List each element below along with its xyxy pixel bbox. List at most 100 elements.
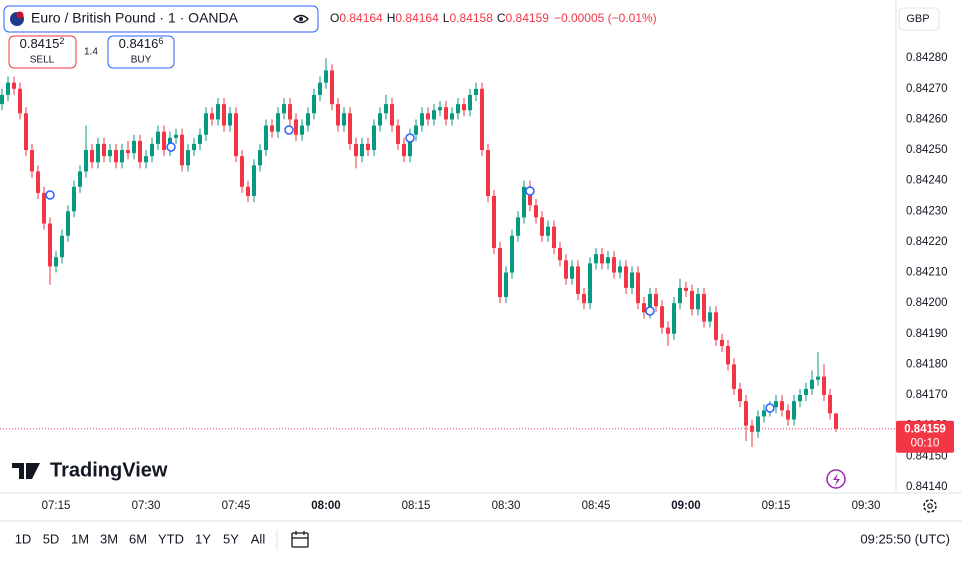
candle-body xyxy=(198,134,202,144)
candle-body xyxy=(240,156,244,187)
x-tick-label: 08:45 xyxy=(582,500,611,512)
settings-button[interactable] xyxy=(923,499,937,513)
logo-text[interactable]: TradingView xyxy=(50,459,168,481)
candle-body xyxy=(486,150,490,196)
event-marker[interactable] xyxy=(45,190,55,200)
candle-body xyxy=(222,104,226,126)
candle-body xyxy=(420,113,424,126)
candle-body xyxy=(300,125,304,135)
candle-body xyxy=(594,254,598,264)
candle-body xyxy=(72,186,76,212)
lightning-button[interactable] xyxy=(826,469,846,489)
candle-body xyxy=(468,94,472,111)
candle-body xyxy=(480,88,484,151)
open-label: O xyxy=(330,11,339,25)
y-tick-label: 0.84170 xyxy=(906,389,948,401)
timeframe-button[interactable]: 6M xyxy=(129,531,147,546)
candle-body xyxy=(654,293,658,307)
candle-body xyxy=(600,254,604,264)
candle-body xyxy=(624,266,628,288)
x-tick-label: 09:15 xyxy=(762,500,791,512)
candle-body xyxy=(702,293,706,322)
candle-body xyxy=(504,272,508,298)
candle-body xyxy=(18,88,22,114)
currency[interactable]: GBP xyxy=(906,13,929,25)
candle-body xyxy=(24,113,28,151)
candle-body xyxy=(216,104,220,120)
event-marker[interactable] xyxy=(645,306,655,316)
date-range-button[interactable] xyxy=(291,531,309,548)
timeframe-button[interactable]: 5Y xyxy=(223,531,239,546)
hide-icon[interactable] xyxy=(293,14,309,24)
candle-body xyxy=(462,104,466,111)
timeframe-button[interactable]: YTD xyxy=(158,531,184,546)
candle-body xyxy=(6,82,10,95)
timeframe-bar: 1D 5D 1M 3M 6M YTD 1Y 5Y All xyxy=(15,531,266,546)
low-value: 0.84158 xyxy=(449,11,493,25)
event-markers xyxy=(45,125,775,413)
candle-body xyxy=(402,143,406,157)
buy-label[interactable]: BUY xyxy=(131,55,152,66)
buy-button[interactable] xyxy=(107,35,175,69)
sell-price[interactable]: 0.84152 xyxy=(20,36,65,51)
candle-body xyxy=(12,82,16,89)
candle-body xyxy=(54,257,58,267)
y-tick-label: 0.84200 xyxy=(906,297,948,309)
candle-body xyxy=(384,104,388,114)
candle-body xyxy=(132,140,136,154)
timeframe-button[interactable]: 1Y xyxy=(195,531,211,546)
candle-body xyxy=(786,410,790,420)
event-marker[interactable] xyxy=(405,133,415,143)
candle-body xyxy=(552,226,556,249)
timeframe-button[interactable]: All xyxy=(251,531,266,546)
buy-price[interactable]: 0.84166 xyxy=(119,36,164,51)
open-value: 0.84164 xyxy=(339,11,383,25)
candle-body xyxy=(318,82,322,95)
timeframe-button[interactable]: 3M xyxy=(100,531,118,546)
symbol-box[interactable] xyxy=(3,5,319,33)
y-tick-label: 0.84240 xyxy=(906,175,948,187)
candle-body xyxy=(762,410,766,417)
event-marker[interactable] xyxy=(166,142,176,152)
timeframe-button[interactable]: 5D xyxy=(43,531,60,546)
y-tick-label: 0.84180 xyxy=(906,358,948,370)
last-price-label: 0.84159 xyxy=(904,424,946,436)
candle-body xyxy=(618,266,622,273)
candle-body xyxy=(792,401,796,420)
clock[interactable]: 09:25:50 (UTC) xyxy=(860,531,950,546)
timeframe-button[interactable]: 1D xyxy=(15,531,32,546)
candle-body xyxy=(714,312,718,340)
candle-body xyxy=(672,303,676,334)
event-marker[interactable] xyxy=(284,125,294,135)
ohlc-legend: O0.84164 H0.84164 L0.84158 C0.84159 −0.00005… xyxy=(330,11,657,25)
candle-body xyxy=(606,257,610,264)
flag-icon-part xyxy=(16,11,24,19)
candle-body xyxy=(120,150,124,163)
event-marker[interactable] xyxy=(525,186,535,196)
candle-body xyxy=(144,156,148,163)
event-marker[interactable] xyxy=(765,403,775,413)
candle-body xyxy=(342,113,346,126)
logo[interactable]: TradingView xyxy=(12,459,168,481)
candle-body xyxy=(834,413,838,429)
candle-body xyxy=(414,125,418,135)
candle-body xyxy=(804,388,808,396)
sell-button[interactable] xyxy=(8,35,77,69)
timeframe-button[interactable]: 1M xyxy=(71,531,89,546)
candle-body xyxy=(696,293,700,310)
candle-body xyxy=(684,287,688,291)
x-tick-label: 09:30 xyxy=(852,500,881,512)
close-value: 0.84159 xyxy=(506,11,550,25)
y-tick-label: 0.84150 xyxy=(906,450,948,462)
sell-label[interactable]: SELL xyxy=(30,55,55,66)
candle-body xyxy=(756,416,760,432)
buy-price-main: 0.8416 xyxy=(119,36,159,51)
candle-body xyxy=(444,107,448,120)
currency-button[interactable] xyxy=(898,7,940,31)
candle-body xyxy=(294,119,298,135)
candle-body xyxy=(372,125,376,151)
bar-countdown: 00:10 xyxy=(911,438,940,450)
symbol-title[interactable]: Euro / British Pound · 1 · OANDA xyxy=(31,10,239,26)
candle-body xyxy=(708,312,712,322)
